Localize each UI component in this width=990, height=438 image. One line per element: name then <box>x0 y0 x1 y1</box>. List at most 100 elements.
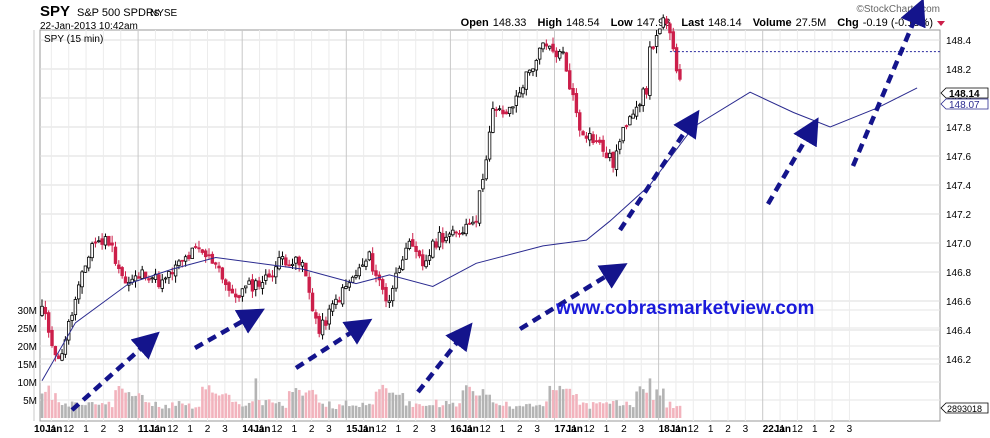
volume-bar <box>602 403 605 418</box>
candle-body <box>375 271 378 276</box>
volume-bar <box>174 406 177 418</box>
candle-body <box>144 272 147 278</box>
candle-body <box>315 313 318 319</box>
volume-bar <box>415 404 418 418</box>
volume-bar <box>41 394 44 418</box>
time-tick-label: 11 <box>567 424 578 435</box>
volume-bar <box>308 390 311 418</box>
time-tick-label: 2 <box>621 424 627 435</box>
volume-bar <box>335 409 338 418</box>
volume-bar <box>188 403 191 418</box>
candle-body <box>545 44 548 46</box>
candle-body <box>568 71 571 89</box>
candle-body <box>649 47 652 96</box>
candle-body <box>308 277 311 292</box>
volume-tick-label: 30M <box>18 306 37 317</box>
candle-body <box>458 233 461 234</box>
volume-bar <box>168 408 171 418</box>
volume-bar <box>58 402 61 418</box>
volume-bar <box>482 389 485 418</box>
candle-body <box>632 114 635 118</box>
time-tick-label: 3 <box>534 424 540 435</box>
volume-bar <box>47 386 50 418</box>
price-tick-label: 148.4 <box>946 36 971 47</box>
candle-body <box>462 233 465 234</box>
candle-body <box>148 279 151 280</box>
price-tick-label: 146.2 <box>946 355 971 366</box>
time-tick-label: 12 <box>63 424 75 435</box>
time-tick-label: 1 <box>708 424 714 435</box>
volume-bar <box>679 406 682 418</box>
candle-body <box>381 279 384 289</box>
candle-body <box>629 117 632 125</box>
volume-bar <box>318 403 321 418</box>
candle-body <box>164 278 167 279</box>
candle-body <box>522 88 525 94</box>
candle-body <box>391 289 394 301</box>
last-price-tag-label: 148.14 <box>949 89 980 100</box>
time-tick-label: 1 <box>604 424 610 435</box>
time-axis: 10Jan11 12 1 2 3 11Jan11 12 1 2 3 14Jan11 12 1 2 3 15Ja… <box>34 424 853 435</box>
volume-bar <box>138 393 141 418</box>
volume-bar <box>171 402 174 418</box>
volume-bar <box>569 389 572 418</box>
volume-bar <box>94 404 97 418</box>
candle-body <box>191 248 194 258</box>
volume-bar <box>525 404 528 418</box>
candle-body <box>639 105 642 106</box>
volume-bar <box>589 409 592 418</box>
time-tick-label: 12 <box>480 424 492 435</box>
candle-body <box>151 278 154 279</box>
candle-body <box>562 52 565 53</box>
candle-body <box>542 43 545 49</box>
volume-bar <box>448 404 451 418</box>
volume-bar <box>655 389 658 418</box>
volume-bar <box>265 400 268 418</box>
candle-body <box>275 267 278 277</box>
volume-bar <box>659 396 662 418</box>
candle-body <box>625 126 628 127</box>
candle-body <box>578 113 581 131</box>
candle-body <box>87 257 90 268</box>
volume-bar <box>579 405 582 418</box>
candle-body <box>619 142 622 150</box>
volume-bar <box>158 407 161 418</box>
volume-bar <box>445 401 448 418</box>
candle-body <box>585 136 588 138</box>
time-tick-label: 2 <box>101 424 107 435</box>
volume-bar <box>204 389 207 418</box>
time-tick-label: 11 <box>254 424 265 435</box>
candle-body <box>318 316 321 333</box>
candle-body <box>421 255 424 266</box>
volume-bar <box>268 399 271 418</box>
candle-body <box>675 48 678 71</box>
volume-bar <box>629 405 632 418</box>
candle-body <box>431 241 434 257</box>
candle-body <box>264 275 267 280</box>
volume-bar <box>435 400 438 418</box>
volume-bar <box>281 406 284 418</box>
time-tick-label: 3 <box>847 424 853 435</box>
candle-body <box>108 236 111 245</box>
volume-bar <box>225 393 228 418</box>
candle-body <box>101 239 104 245</box>
candle-body <box>345 287 348 289</box>
volume-bar <box>381 385 384 418</box>
time-tick-label: 3 <box>222 424 228 435</box>
volume-bar <box>508 406 511 418</box>
volume-bar <box>635 391 638 418</box>
candle-body <box>572 88 575 94</box>
ticker-symbol: SPY <box>40 3 70 20</box>
candle-body <box>168 271 171 277</box>
candle-body <box>512 107 515 108</box>
volume-bar <box>248 403 251 418</box>
candle-body <box>121 267 124 275</box>
candle-body <box>258 281 261 286</box>
volume-bar <box>121 389 124 418</box>
time-tick-label: 3 <box>118 424 124 435</box>
volume-bar <box>522 406 525 418</box>
volume-bar <box>532 407 535 418</box>
candle-body <box>204 251 207 257</box>
volume-bar <box>218 395 221 418</box>
time-tick-label: 2 <box>205 424 211 435</box>
